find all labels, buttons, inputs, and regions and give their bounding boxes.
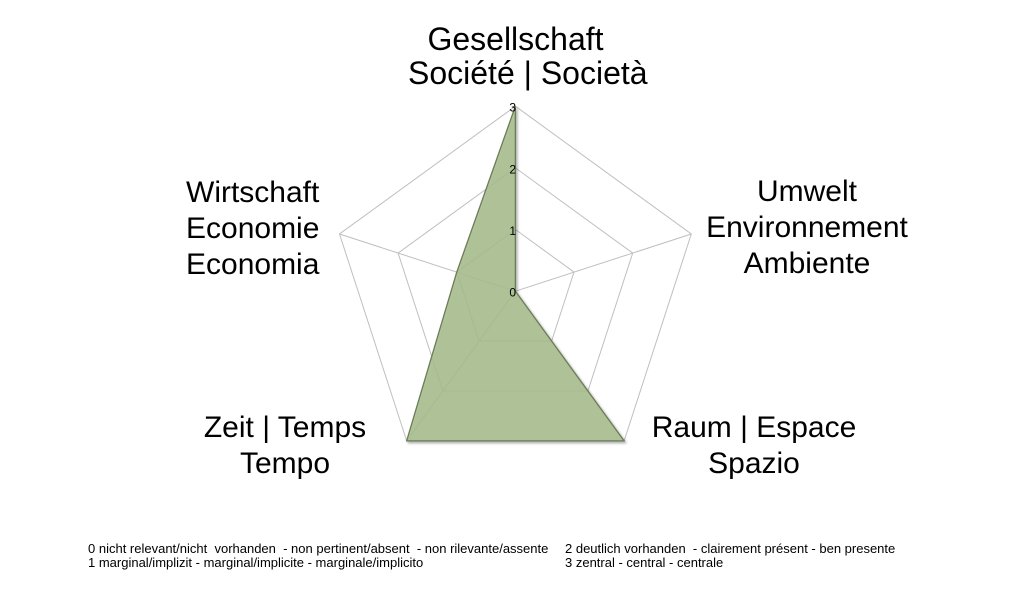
svg-text:3: 3 [509, 101, 516, 115]
svg-text:0: 0 [509, 286, 516, 300]
svg-text:2: 2 [509, 162, 516, 176]
svg-text:1: 1 [509, 224, 516, 238]
